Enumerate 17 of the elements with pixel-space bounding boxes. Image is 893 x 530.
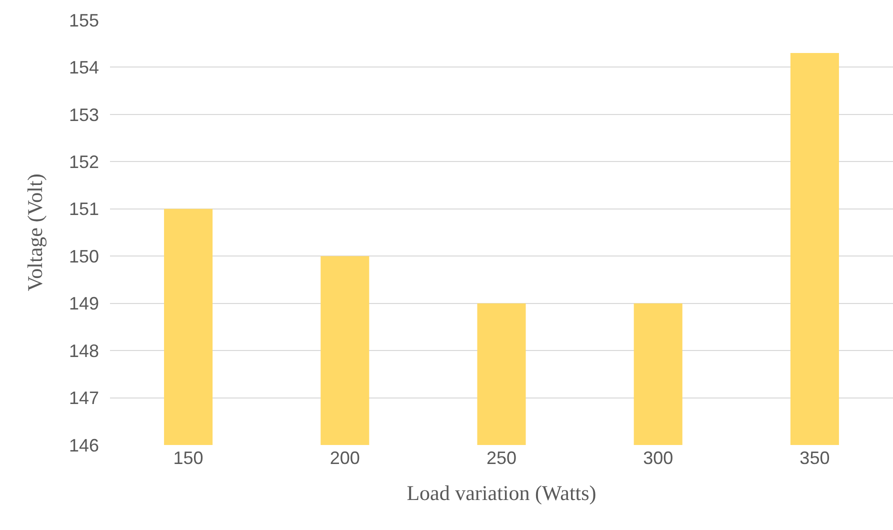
y-tick-label: 152 bbox=[68, 152, 99, 172]
x-tick-label: 300 bbox=[643, 448, 674, 468]
y-tick-label: 154 bbox=[68, 58, 99, 78]
y-tick-label: 151 bbox=[68, 199, 99, 220]
y-axis-title: Voltage (Volt) bbox=[23, 174, 48, 292]
x-tick-label: 150 bbox=[173, 448, 204, 468]
x-tick-label: 200 bbox=[330, 448, 360, 468]
y-tick-label: 146 bbox=[68, 435, 99, 456]
x-tick-label: 250 bbox=[486, 448, 517, 468]
y-tick-label: 153 bbox=[68, 104, 99, 125]
x-tick-label: 350 bbox=[800, 448, 830, 468]
x-axis-title: Load variation (Watts) bbox=[406, 481, 596, 506]
y-tick-label: 147 bbox=[68, 388, 99, 408]
y-tick-label: 155 bbox=[68, 10, 99, 30]
y-tick-label: 150 bbox=[68, 246, 99, 266]
y-tick-label: 149 bbox=[68, 294, 99, 314]
y-tick-label: 148 bbox=[68, 340, 99, 361]
